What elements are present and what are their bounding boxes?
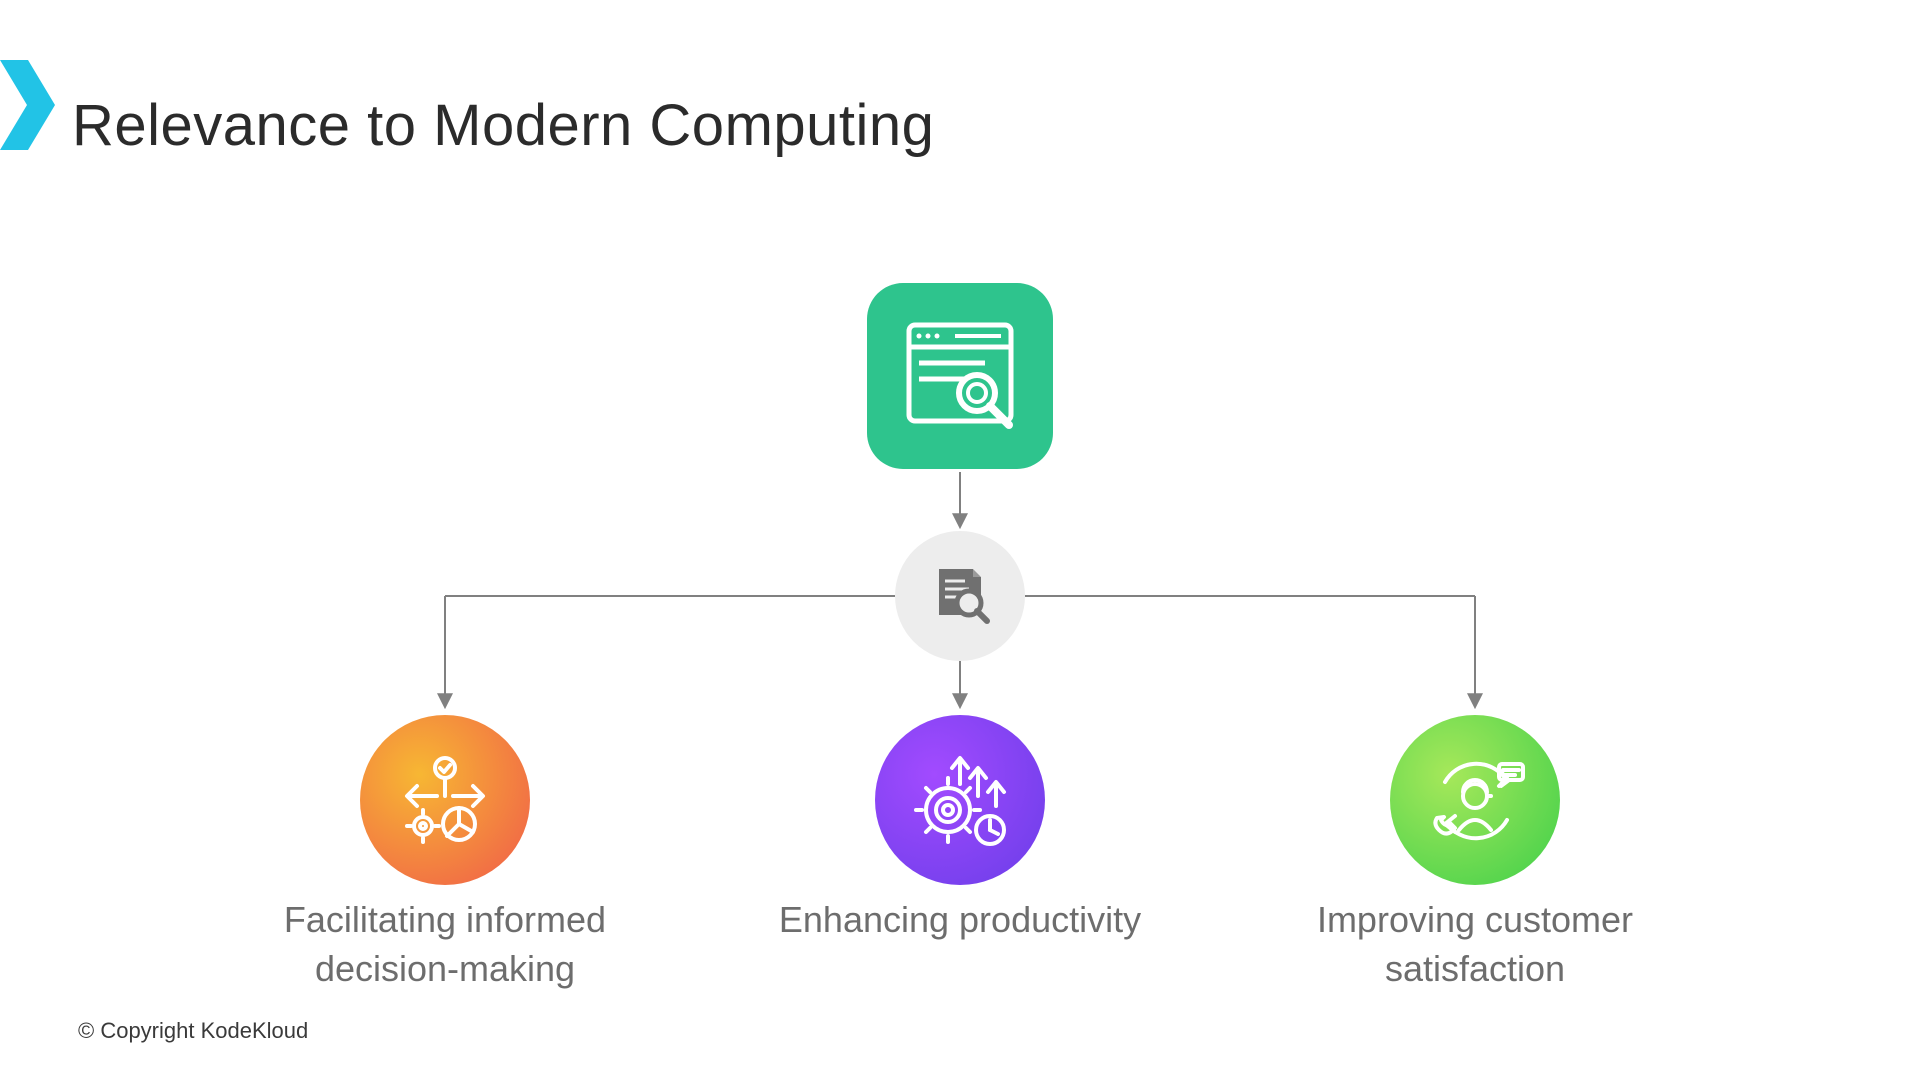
node-productivity-label: Enhancing productivity (770, 896, 1150, 945)
node-decision-icon (360, 715, 530, 885)
slide: Relevance to Modern Computing (0, 0, 1920, 1080)
node-decision-label: Facilitating informed decision-making (255, 896, 635, 993)
copyright-text: © Copyright KodeKloud (78, 1018, 308, 1044)
hub-document-search-icon (895, 531, 1025, 661)
node-productivity-icon (875, 715, 1045, 885)
node-customer-label: Improving customer satisfaction (1285, 896, 1665, 993)
node-customer-icon (1390, 715, 1560, 885)
top-search-window-icon (867, 283, 1053, 469)
